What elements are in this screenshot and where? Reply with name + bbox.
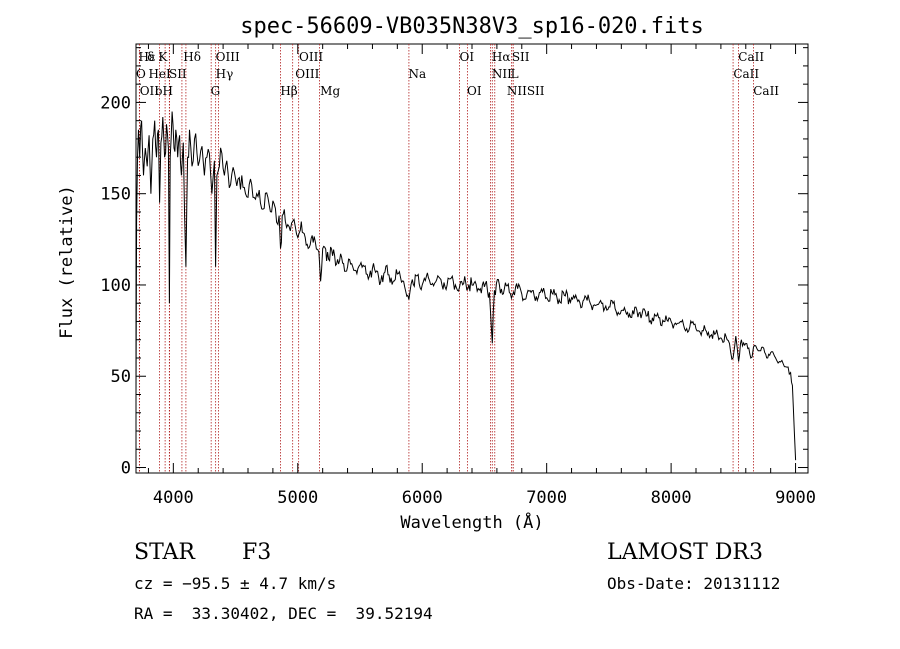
y-tick-label-1: 50 (111, 367, 131, 387)
spectrum-series-0 (135, 111, 797, 461)
object-class: STAR (134, 540, 195, 565)
line-label-1-6: NII (492, 67, 512, 81)
line-label-2-2: G (211, 84, 221, 98)
line-label-0-6: OI (460, 50, 475, 64)
line-label-0-8: SII (512, 50, 530, 64)
line-label-1-4: OIII (295, 67, 319, 81)
line-label-2-0: OII (140, 84, 160, 98)
y-axis: 0 50 100 150 200 (100, 47, 808, 479)
line-label-0-7: Hα (492, 50, 511, 64)
x-tick-label-0: 4000 (153, 488, 194, 508)
y-tick-label-2: 100 (100, 276, 131, 296)
line-label-0-2: K (158, 50, 168, 64)
x-axis: 4000 5000 6000 7000 8000 9000 (147, 44, 816, 508)
survey-name: LAMOST DR3 (607, 540, 763, 565)
line-label-0-0: Hε (138, 50, 155, 64)
line-label-1-5: Na (409, 67, 427, 81)
x-tick-label-4: 8000 (651, 488, 692, 508)
line-label-1-2: SII (169, 67, 187, 81)
line-label-0-4: OIII (216, 50, 240, 64)
x-tick-label-3: 7000 (526, 488, 567, 508)
x-tick-label-2: 6000 (402, 488, 443, 508)
spectrum-line-group (135, 111, 797, 461)
line-label-1-7: L (511, 67, 519, 81)
line-label-0-1: δ (147, 50, 154, 64)
line-label-2-4: Mg (320, 84, 340, 98)
line-label-1-0: O (136, 67, 146, 81)
line-label-2-1: oH (155, 84, 173, 98)
observation-date: Obs-Date: 20131112 (607, 574, 781, 593)
redshift-velocity: cz = −95.5 ± 4.7 km/s (134, 574, 337, 593)
line-label-0-5: OIII (299, 50, 323, 64)
line-label-1-3: Hγ (216, 67, 234, 81)
line-label-1-1: HeI (148, 67, 171, 81)
plot-frame (135, 43, 809, 474)
x-axis-label: Wavelength (Å) (400, 511, 543, 533)
line-label-2-6: NIISII (507, 84, 545, 98)
plot-border (135, 43, 809, 474)
line-markers (138, 44, 754, 473)
y-axis-label: Flux (relative) (57, 185, 77, 339)
chart-title: spec-56609-VB035N38V3_sp16-020.fits (240, 14, 704, 39)
coordinates: RA = 33.30402, DEC = 39.52194 (134, 604, 433, 623)
line-label-0-9: CaII (738, 50, 764, 64)
line-label-0-3: Hδ (183, 50, 201, 64)
y-tick-label-4: 200 (100, 93, 131, 113)
line-label-1-8: CaII (733, 67, 759, 81)
y-tick-label-3: 150 (100, 185, 131, 205)
object-subclass: F3 (242, 540, 272, 565)
line-label-2-5: OI (467, 84, 482, 98)
line-label-2-7: CaII (753, 84, 779, 98)
line-label-2-3: Hβ (280, 84, 297, 98)
x-tick-label-5: 9000 (775, 488, 816, 508)
x-tick-label-1: 5000 (277, 488, 318, 508)
y-tick-label-0: 0 (121, 459, 131, 479)
